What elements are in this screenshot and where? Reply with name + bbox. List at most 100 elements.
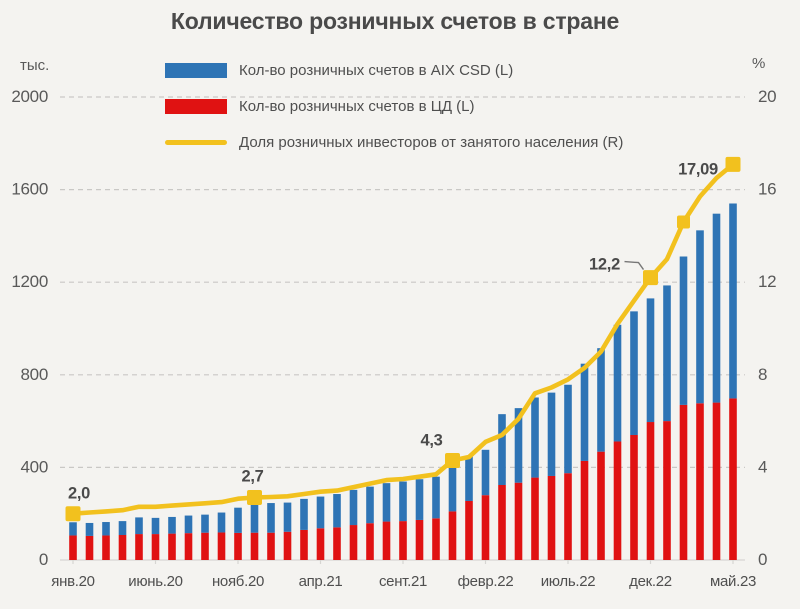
- bar-cd: [69, 535, 77, 560]
- bar-aix: [531, 397, 539, 478]
- bar-cd: [366, 523, 374, 560]
- x-tick-label: нояб.20: [212, 573, 264, 590]
- bar-cd: [415, 519, 424, 560]
- bar-cd: [250, 532, 259, 560]
- bar-aix: [118, 521, 127, 535]
- bar-aix: [613, 324, 622, 442]
- x-tick-label: май.23: [710, 573, 756, 590]
- right-axis-unit: %: [752, 55, 766, 72]
- bar-cd: [201, 532, 209, 560]
- line-marker: [65, 506, 81, 522]
- bar-aix: [481, 449, 490, 496]
- bar-aix: [382, 483, 391, 522]
- bar-aix: [630, 311, 638, 435]
- y-tick-label-right: 0: [758, 550, 767, 569]
- bar-cd: [234, 532, 242, 560]
- line-marker: [445, 452, 460, 468]
- bar-cd: [168, 533, 176, 560]
- y-tick-label-right: 12: [758, 272, 776, 291]
- y-tick-label-left: 1200: [11, 272, 48, 291]
- left-axis-unit: тыс.: [20, 57, 50, 74]
- annotation-label: 2,7: [241, 467, 263, 485]
- y-tick-label-right: 8: [758, 365, 767, 384]
- bar-cd: [481, 495, 490, 560]
- legend-swatch-share-line-icon: [165, 140, 227, 145]
- bar-aix: [349, 489, 358, 526]
- bar-cd: [184, 533, 193, 560]
- bar-aix: [184, 515, 193, 534]
- bar-aix: [135, 517, 143, 535]
- line-marker: [643, 270, 658, 286]
- bar-aix: [415, 479, 424, 520]
- legend-label-aix: Кол-во розничных счетов в AIX CSD (L): [239, 62, 514, 79]
- bar-cd: [135, 534, 143, 560]
- bar-aix: [580, 363, 589, 461]
- bar-aix: [712, 213, 721, 403]
- legend-item-aix: Кол-во розничных счетов в AIX CSD (L): [165, 62, 513, 79]
- y-tick-label-right: 4: [758, 457, 767, 476]
- bar-cd: [514, 482, 523, 560]
- bar-cd: [729, 398, 737, 560]
- x-tick-label: июль.22: [541, 573, 596, 590]
- line-marker: [677, 215, 690, 229]
- y-tick-label-right: 16: [758, 180, 776, 199]
- bar-cd: [465, 500, 473, 560]
- bar-cd: [300, 529, 308, 560]
- bar-aix: [399, 481, 407, 522]
- bar-aix: [729, 203, 737, 399]
- bar-cd: [580, 460, 589, 560]
- bar-cd: [432, 518, 440, 560]
- bar-cd: [646, 422, 655, 560]
- bar-cd: [547, 475, 556, 560]
- bar-cd: [712, 402, 721, 560]
- x-tick-label: дек.22: [629, 573, 672, 590]
- bar-cd: [102, 535, 110, 560]
- bar-cd: [679, 404, 688, 560]
- annotation-connector: [624, 260, 645, 270]
- bar-aix: [679, 256, 688, 405]
- bar-aix: [366, 486, 374, 524]
- bar-aix: [547, 392, 556, 476]
- share-line: [70, 162, 736, 517]
- bar-aix: [250, 503, 259, 533]
- y-tick-label-left: 400: [21, 457, 48, 476]
- legend-item-share: Доля розничных инвесторов от занятого на…: [165, 134, 623, 151]
- bar-aix: [663, 285, 671, 422]
- bar-aix: [333, 494, 341, 528]
- bar-cd: [630, 434, 638, 560]
- x-tick-label: янв.20: [51, 573, 94, 590]
- bar-aix: [465, 456, 473, 501]
- line-marker: [725, 156, 741, 172]
- legend-label-cd: Кол-во розничных счетов в ЦД (L): [239, 98, 475, 115]
- bar-cd: [663, 421, 671, 560]
- bar-cd: [283, 531, 292, 560]
- x-tick-label: июнь.20: [128, 573, 182, 590]
- bar-aix: [646, 298, 655, 423]
- line-marker: [247, 489, 262, 505]
- legend-label-share: Доля розничных инвесторов от занятого на…: [239, 134, 624, 151]
- bar-cd: [613, 441, 622, 560]
- bar-aix: [102, 522, 110, 536]
- bar-aix: [201, 514, 209, 533]
- bar-cd: [267, 532, 275, 560]
- bar-cd: [531, 477, 539, 560]
- bar-aix: [217, 512, 226, 533]
- bar-cd: [564, 473, 572, 560]
- x-tick-label: февр.22: [458, 573, 514, 590]
- bar-cd: [448, 511, 457, 560]
- y-tick-label-left: 2000: [11, 87, 48, 106]
- bar-cd: [349, 525, 358, 560]
- bar-aix: [85, 522, 94, 536]
- x-tick-label: апр.21: [299, 573, 343, 590]
- bar-aix: [168, 516, 176, 534]
- bar-cd: [85, 535, 94, 560]
- y-tick-label-left: 1600: [11, 180, 48, 199]
- bar-aix: [300, 498, 308, 530]
- legend-swatch-cd-icon: [165, 99, 227, 114]
- bar-aix: [432, 476, 440, 519]
- chart-title: Количество розничных счетов в стране: [170, 8, 620, 34]
- y-tick-label-right: 20: [758, 87, 776, 106]
- bar-aix: [514, 408, 523, 483]
- bar-cd: [151, 534, 160, 560]
